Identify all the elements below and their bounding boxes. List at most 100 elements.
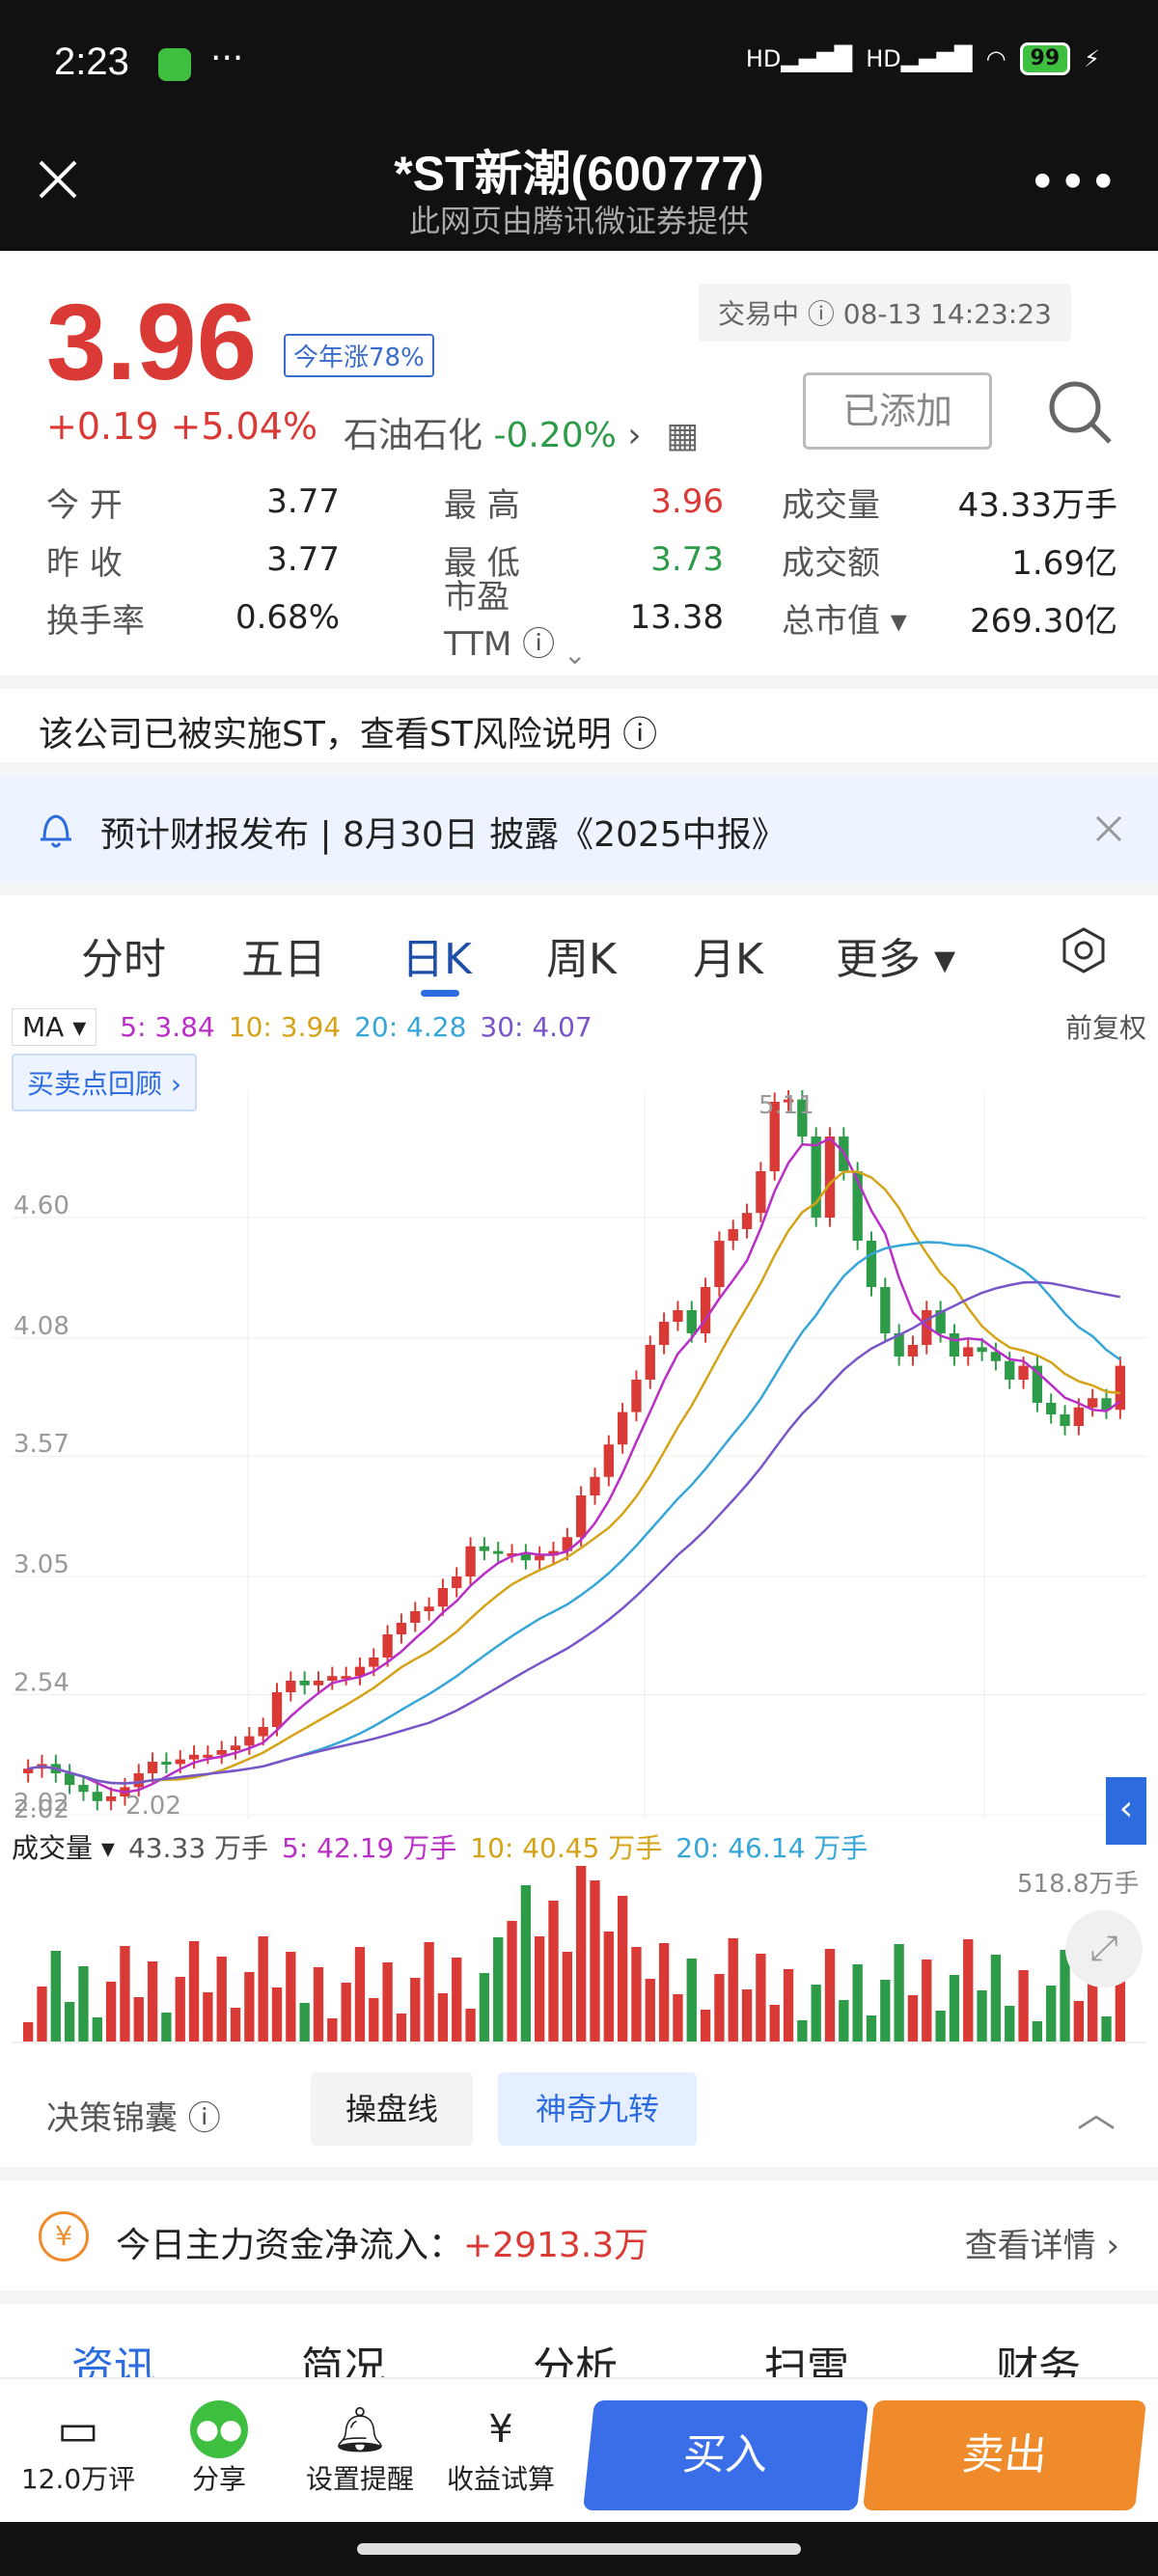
candle bbox=[700, 1287, 711, 1333]
buy-button[interactable]: 买入 bbox=[583, 2400, 868, 2510]
yuan-icon: ¥ bbox=[39, 2211, 89, 2261]
tab-five-day[interactable]: 五日 bbox=[241, 935, 326, 984]
candle bbox=[645, 1345, 655, 1380]
sell-button[interactable]: 卖出 bbox=[863, 2400, 1146, 2510]
volume-selector[interactable]: 成交量 ▾ bbox=[12, 1832, 115, 1864]
kline-chart[interactable]: 4.604.083.573.052.542.022025-042025-0720… bbox=[0, 1052, 1158, 1823]
candle bbox=[133, 1773, 144, 1788]
stat-label: 最 低 bbox=[444, 543, 520, 583]
status-bar: 2:23 ··· HD▂▄▆█ HD▂▄▆█ ◠ 99 ⚡ bbox=[0, 0, 1158, 125]
chevron-up-icon[interactable]: ︿ bbox=[1077, 2092, 1116, 2136]
candle bbox=[230, 1745, 241, 1750]
volume-bar bbox=[686, 1959, 697, 2042]
volume-bar bbox=[811, 1985, 821, 2042]
volume-bar bbox=[645, 1979, 655, 2042]
navbar: *ST新潮(600777) 此网页由腾讯微证券提供 ••• bbox=[0, 125, 1158, 251]
tab-more[interactable]: 更多 ▾ bbox=[836, 935, 956, 984]
close-icon[interactable] bbox=[37, 158, 79, 201]
tab-news[interactable]: 资讯 bbox=[71, 2343, 156, 2377]
volume-bar bbox=[133, 1997, 144, 2042]
candle bbox=[410, 1611, 421, 1623]
candle bbox=[880, 1287, 891, 1333]
volume-bar bbox=[548, 1901, 559, 2042]
comments-button[interactable]: ▭ 12.0万评 bbox=[15, 2400, 141, 2497]
candle bbox=[535, 1555, 545, 1561]
volume-bar bbox=[728, 1938, 738, 2042]
candle bbox=[935, 1310, 946, 1333]
decision-label[interactable]: 决策锦囊 ⓘ bbox=[46, 2099, 221, 2138]
stat-value: 1.69亿 bbox=[1011, 543, 1117, 583]
wifi-icon: ◠ bbox=[985, 45, 1006, 72]
profit-calc-button[interactable]: ¥ 收益试算 bbox=[438, 2400, 564, 2497]
more-notifications-icon: ··· bbox=[210, 39, 244, 78]
tab-profile[interactable]: 简况 bbox=[301, 2343, 386, 2377]
low-price-label: 2.02 bbox=[125, 1792, 181, 1821]
set-alert-button[interactable]: 🔔︎ 设置提醒 bbox=[297, 2400, 423, 2497]
tab-risk-scan[interactable]: 扫雷 bbox=[764, 2343, 849, 2377]
volume-bar bbox=[286, 1952, 296, 2042]
tab-weekly-k[interactable]: 周K bbox=[546, 935, 617, 984]
operation-line-button[interactable]: 操盘线 bbox=[311, 2072, 473, 2146]
candle bbox=[797, 1099, 808, 1137]
collapse-arrow-icon[interactable]: ‹ bbox=[1106, 1777, 1146, 1845]
search-icon[interactable] bbox=[1046, 378, 1114, 446]
candle bbox=[382, 1634, 393, 1658]
tab-finance[interactable]: 财务 bbox=[996, 2343, 1081, 2377]
candle bbox=[203, 1754, 213, 1758]
volume-bar bbox=[479, 1973, 490, 2042]
volume-bar bbox=[603, 1932, 614, 2042]
grid-icon[interactable]: ▦ bbox=[666, 416, 700, 455]
ma-selector[interactable]: MA ▾ bbox=[12, 1007, 97, 1046]
candle bbox=[811, 1137, 821, 1218]
watchlist-added-button[interactable]: 已添加 bbox=[803, 372, 992, 450]
bell-icon: 🔔︎ bbox=[331, 2403, 389, 2455]
candle bbox=[1101, 1398, 1112, 1411]
magic-nine-button[interactable]: 神奇九转 bbox=[498, 2072, 697, 2146]
page-subtitle: 此网页由腾讯微证券提供 bbox=[408, 203, 749, 239]
y-tick-label: 4.60 bbox=[14, 1192, 69, 1220]
earnings-notice[interactable]: 预计财报发布 | 8月30日 披露《2025中报》 bbox=[0, 776, 1158, 882]
volume-bar bbox=[714, 1974, 725, 2042]
volume-bar bbox=[852, 1964, 863, 2042]
stat-value: 3.77 bbox=[266, 540, 340, 579]
candle bbox=[562, 1537, 572, 1551]
tab-daily-k[interactable]: 日K bbox=[401, 935, 472, 984]
capital-flow-row[interactable]: ¥ 今日主力资金净流入：+2913.3万 查看详情 › bbox=[0, 2184, 1158, 2290]
trade-review-button[interactable]: 买卖点回顾 › bbox=[12, 1054, 198, 1111]
chevron-right-icon: › bbox=[627, 416, 642, 455]
view-details-link[interactable]: 查看详情 › bbox=[964, 2227, 1119, 2265]
tab-intraday[interactable]: 分时 bbox=[81, 935, 166, 984]
stat-label: 昨 收 bbox=[46, 543, 123, 583]
battery-icon: 99 bbox=[1019, 42, 1071, 75]
tab-monthly-k[interactable]: 月K bbox=[693, 935, 763, 984]
volume-bar bbox=[990, 1955, 1002, 2042]
tab-analysis[interactable]: 分析 bbox=[533, 2343, 618, 2377]
candle bbox=[824, 1137, 836, 1218]
expand-chevron-icon[interactable]: ⌄ bbox=[564, 639, 587, 671]
candle bbox=[437, 1588, 449, 1607]
volume-bar bbox=[756, 1954, 766, 2042]
close-notice-icon[interactable] bbox=[1094, 814, 1123, 843]
fullscreen-icon[interactable]: ⤢ bbox=[1065, 1910, 1143, 1987]
candle bbox=[271, 1692, 283, 1727]
sector-link[interactable]: 石油石化 -0.20% › ▦ bbox=[344, 407, 699, 457]
volume-bar bbox=[258, 1936, 268, 2042]
candle bbox=[631, 1380, 642, 1412]
share-button[interactable]: ●● 分享 bbox=[156, 2400, 282, 2497]
candle bbox=[175, 1759, 185, 1765]
more-menu-icon[interactable]: ••• bbox=[1028, 154, 1119, 210]
volume-bar bbox=[935, 2011, 946, 2042]
share-label: 分享 bbox=[191, 2463, 246, 2495]
settings-icon[interactable] bbox=[1060, 926, 1108, 974]
volume-bar bbox=[313, 1967, 324, 2042]
st-warning-link[interactable]: 该公司已被实施ST，查看ST风险说明 ⓘ bbox=[39, 715, 658, 754]
low-price-label: 2.02 bbox=[14, 1795, 69, 1823]
candle bbox=[507, 1553, 517, 1556]
ma5-value: 5: 3.84 bbox=[120, 1010, 215, 1043]
candle bbox=[299, 1681, 310, 1685]
volume-bar bbox=[203, 1992, 213, 2042]
bottom-action-bar: ▭ 12.0万评 ●● 分享 🔔︎ 设置提醒 ¥ 收益试算 买入 卖出 bbox=[0, 2377, 1158, 2522]
volume-bar bbox=[1060, 1950, 1070, 2042]
price-adjust-toggle[interactable]: 前复权 bbox=[1064, 1012, 1146, 1044]
volume-bar bbox=[963, 1939, 974, 2042]
